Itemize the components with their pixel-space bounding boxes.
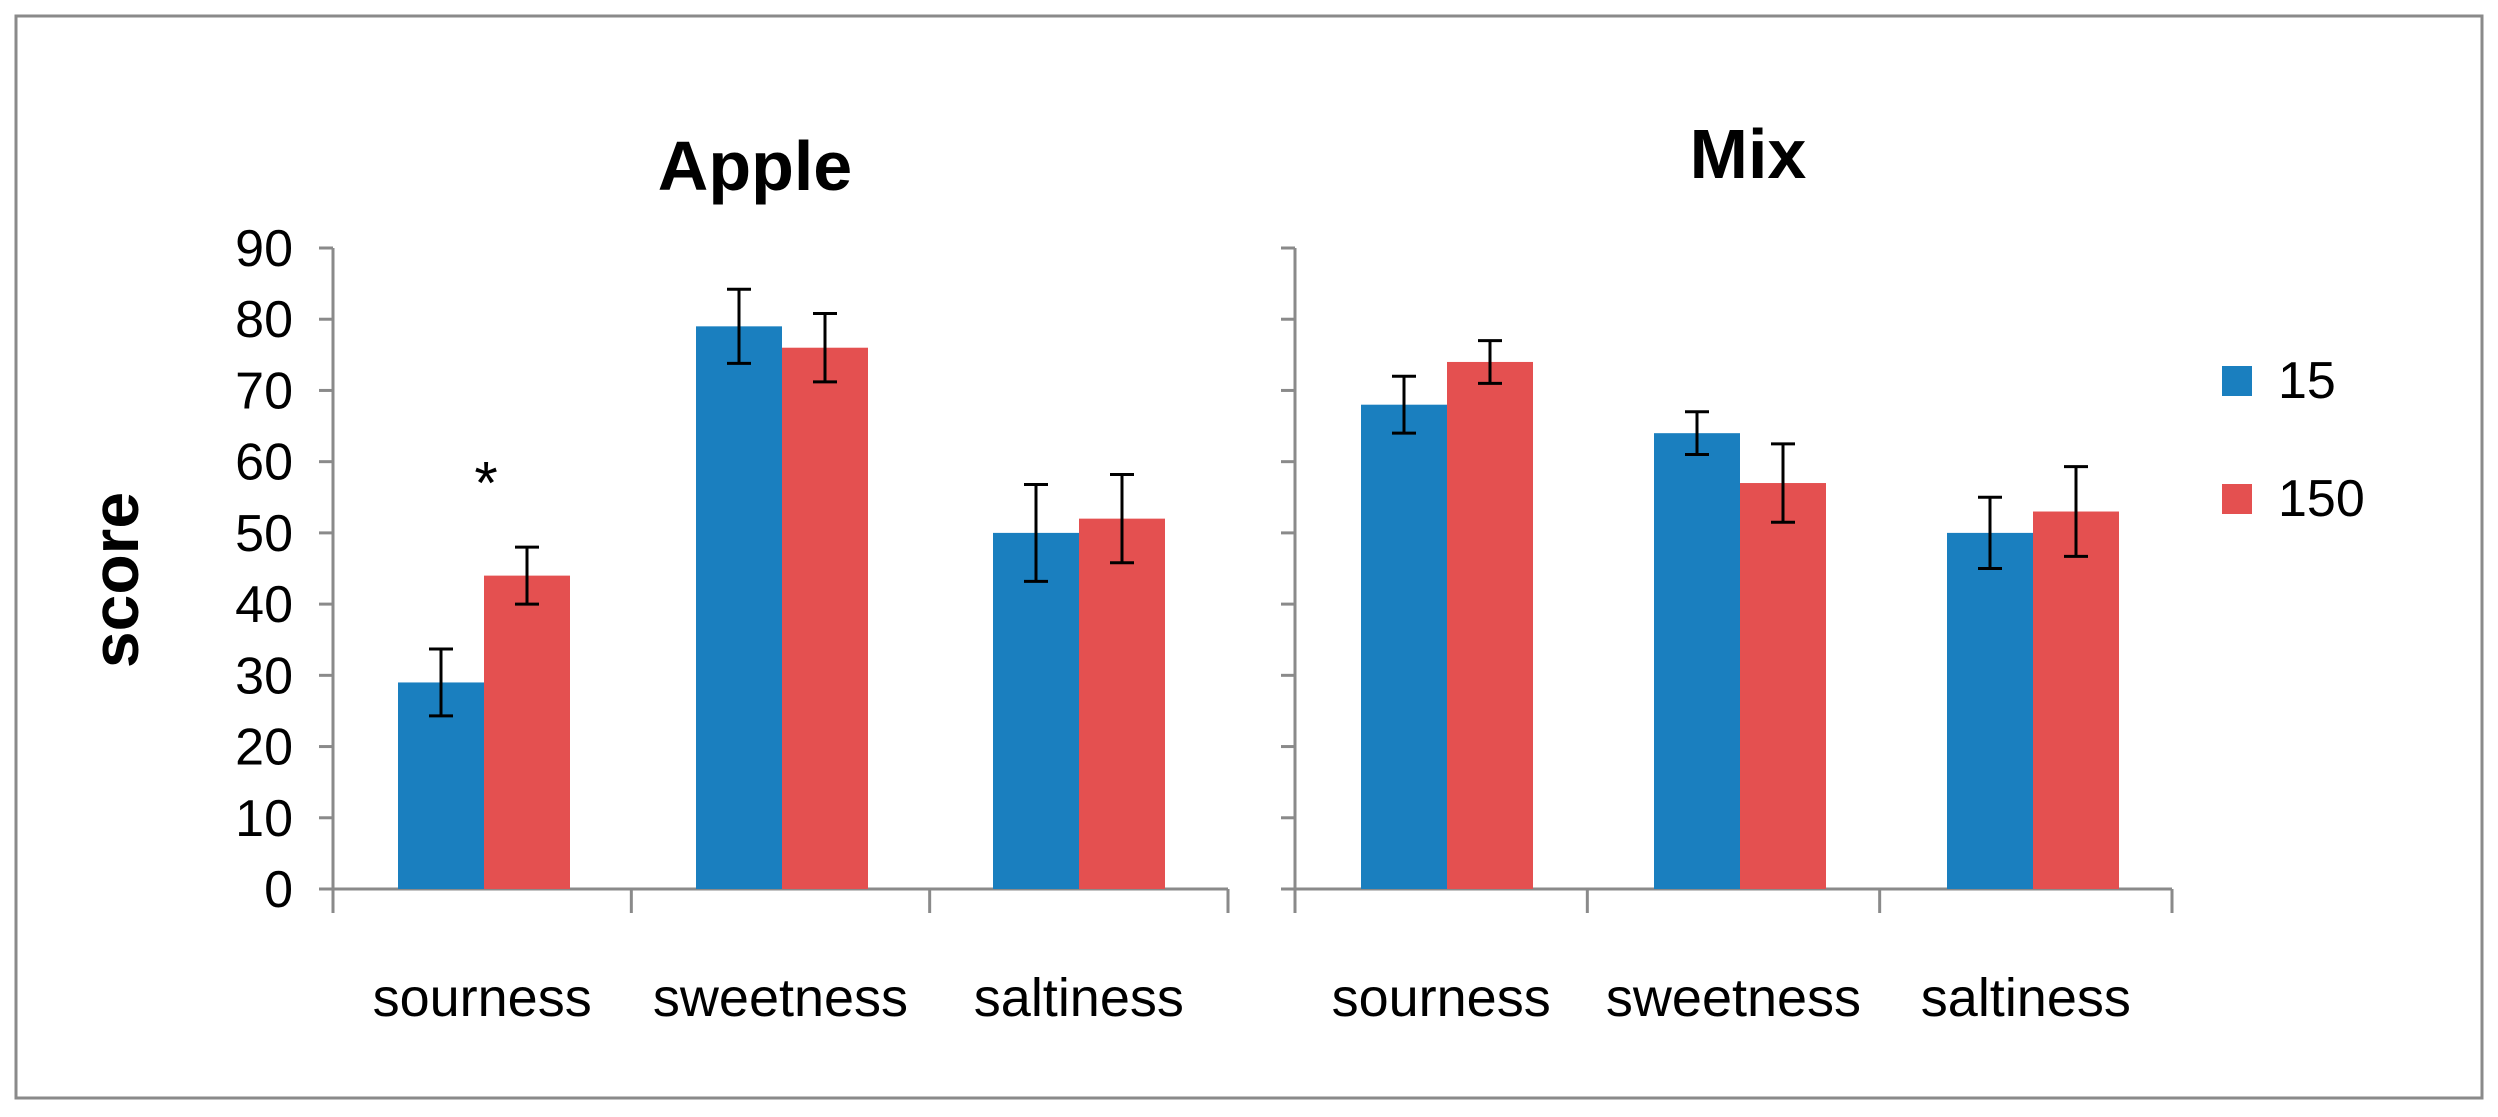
category-label-sourness: sourness (373, 968, 592, 1028)
error-bar-sweetness-150 (1771, 442, 1795, 524)
y-tick-label: 0 (264, 861, 293, 919)
panel-mix: sourness sweetness saltiness (1281, 246, 2174, 1028)
bar-sourness-150 (484, 575, 570, 889)
y-axis-title: score (78, 492, 152, 668)
error-bar-sourness-150 (1478, 339, 1502, 385)
y-tick-label: 80 (235, 291, 293, 349)
y-tick-label: 20 (235, 719, 293, 777)
category-label-sweetness: sweetness (1606, 968, 1861, 1028)
category-label-sweetness: sweetness (653, 968, 908, 1028)
bar-sourness-150 (1447, 361, 1533, 889)
y-tick-label: 10 (235, 790, 293, 848)
y-tick-label: 90 (235, 220, 293, 278)
error-bar-saltiness-15 (1978, 495, 2002, 570)
bar-saltiness-150 (2033, 511, 2119, 889)
category-label-saltiness: saltiness (1921, 968, 2131, 1028)
legend-swatch-150 (2222, 484, 2252, 514)
error-bar-sourness-15 (429, 647, 453, 718)
y-tick-label: 60 (235, 434, 293, 492)
panel-title-apple: Apple (658, 127, 852, 205)
category-label-sourness: sourness (1332, 968, 1551, 1028)
bar-sweetness-15 (696, 326, 782, 889)
bar-saltiness-150 (1079, 518, 1165, 889)
bar-saltiness-15 (993, 532, 1079, 889)
error-bar-saltiness-150 (1110, 472, 1134, 565)
error-bar-saltiness-150 (2064, 465, 2088, 558)
legend-swatch-15 (2222, 366, 2252, 396)
category-label-saltiness: saltiness (974, 968, 1184, 1028)
legend: 15 150 (2222, 352, 2365, 528)
error-bar-sweetness-150 (813, 312, 837, 384)
significance-annotation: * (474, 450, 497, 517)
legend-label-15: 15 (2278, 352, 2336, 410)
error-bar-sweetness-15 (1685, 410, 1709, 457)
error-bar-sourness-150 (515, 545, 539, 606)
y-tick-label: 50 (235, 505, 293, 563)
error-bar-sweetness-15 (727, 287, 751, 365)
y-tick-label: 40 (235, 576, 293, 634)
bar-sweetness-150 (782, 347, 868, 889)
bar-saltiness-15 (1947, 532, 2033, 889)
bar-sweetness-15 (1654, 433, 1740, 889)
y-tick-label: 30 (235, 647, 293, 705)
error-bar-sourness-15 (1392, 374, 1416, 435)
bar-sweetness-150 (1740, 483, 1826, 889)
y-tick-label: 70 (235, 362, 293, 420)
panel-apple: 0 10 20 30 40 50 60 70 80 90 sourness sweetness salt… (235, 220, 1230, 1028)
error-bar-saltiness-15 (1024, 482, 1048, 583)
legend-label-150: 150 (2278, 470, 2365, 528)
bar-sourness-15 (1361, 404, 1447, 889)
panel-title-mix: Mix (1690, 115, 1807, 193)
